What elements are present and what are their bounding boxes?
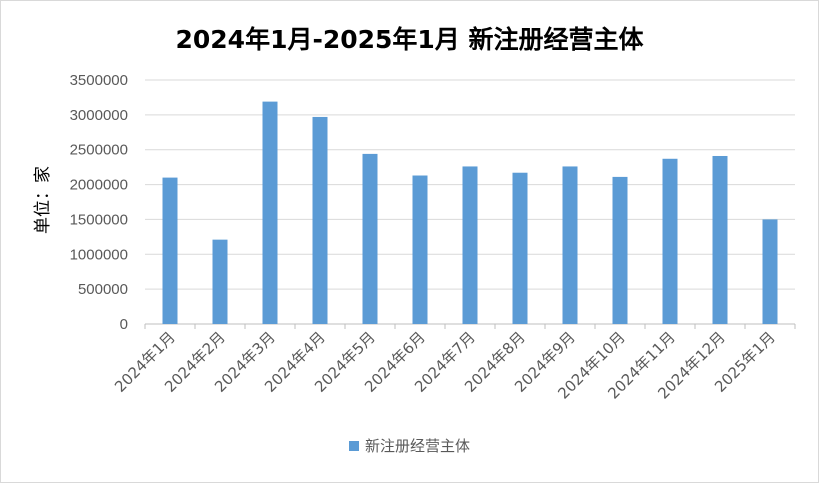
y-tick-label: 500000 — [78, 281, 128, 298]
bar — [562, 166, 578, 324]
chart-title: 2024年1月-2025年1月 新注册经营主体 — [175, 25, 644, 54]
bar — [362, 153, 378, 324]
bar — [262, 101, 278, 325]
y-tick-label: 0 — [120, 316, 128, 333]
bar — [662, 158, 678, 324]
bar — [462, 166, 478, 324]
bar — [312, 116, 328, 324]
y-tick-label: 2500000 — [70, 142, 128, 159]
bar — [212, 239, 228, 324]
bar — [512, 172, 528, 324]
y-axis-label: 单位：家 — [33, 166, 53, 234]
y-tick-label: 2000000 — [70, 177, 128, 194]
bar — [612, 176, 628, 324]
legend: 新注册经营主体 — [0, 435, 819, 456]
bar — [162, 177, 178, 324]
y-tick-label: 3500000 — [70, 72, 128, 89]
legend-swatch — [348, 440, 359, 451]
legend-label: 新注册经营主体 — [364, 437, 470, 455]
bar — [412, 175, 428, 324]
y-tick-label: 1500000 — [70, 211, 128, 228]
bar — [712, 155, 728, 324]
bar — [762, 219, 778, 324]
y-tick-label: 3000000 — [70, 107, 128, 124]
y-tick-label: 1000000 — [70, 246, 128, 263]
